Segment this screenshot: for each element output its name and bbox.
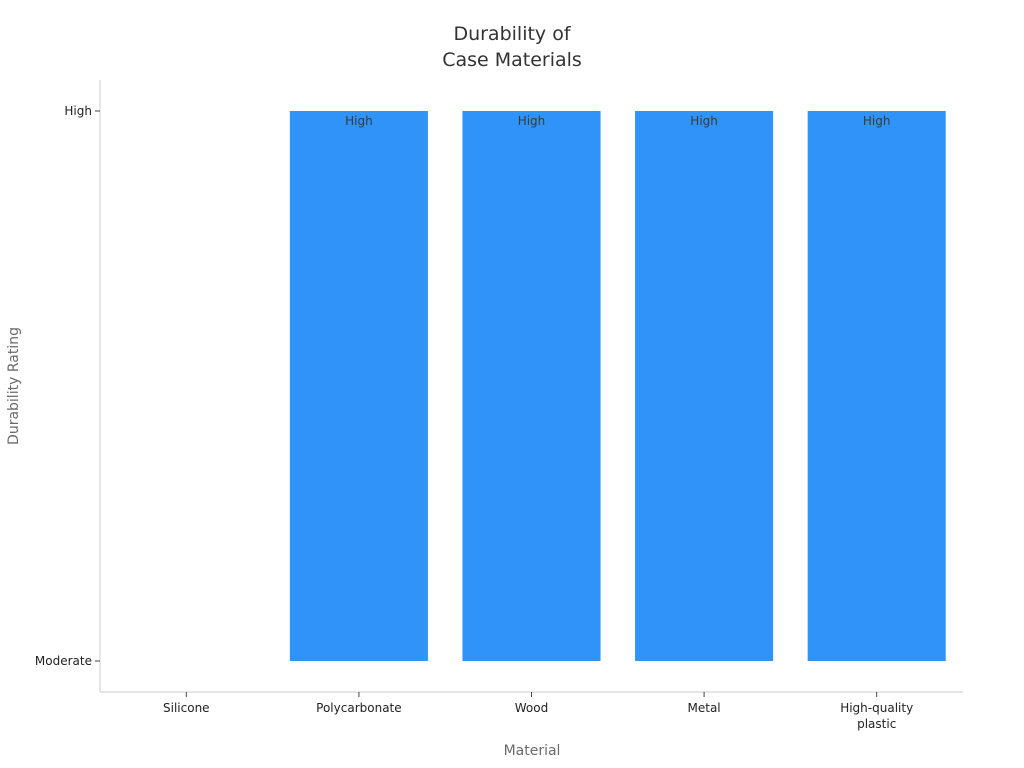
- data-labels-layer: High High High High: [345, 114, 890, 128]
- chart-title-line-2: Case Materials: [442, 49, 582, 71]
- x-ticks-layer: Silicone Polycarbonate Wood Metal High-quali…: [163, 692, 913, 731]
- x-tick-label: Metal: [688, 701, 721, 715]
- bar-data-label: High: [518, 114, 546, 128]
- y-tick-label: Moderate: [35, 654, 92, 668]
- bar-data-label: High: [690, 114, 718, 128]
- y-ticks-layer: Moderate High: [35, 104, 100, 668]
- bar: [462, 111, 601, 661]
- bar-data-label: High: [345, 114, 373, 128]
- x-axis-label: Material: [504, 743, 561, 759]
- bar: [289, 111, 428, 661]
- x-tick-label: Wood: [515, 701, 548, 715]
- y-tick-label: High: [64, 104, 92, 118]
- bar-data-label: High: [863, 114, 891, 128]
- x-tick-label: High-quality plastic: [840, 701, 913, 731]
- bars-layer: [289, 111, 946, 661]
- x-tick-label: Polycarbonate: [316, 701, 401, 715]
- bar: [635, 111, 774, 661]
- bar: [807, 111, 946, 661]
- y-axis-label: Durability Rating: [6, 327, 22, 445]
- chart-title-line-1: Durability of: [453, 23, 571, 45]
- x-tick-label: Silicone: [163, 701, 210, 715]
